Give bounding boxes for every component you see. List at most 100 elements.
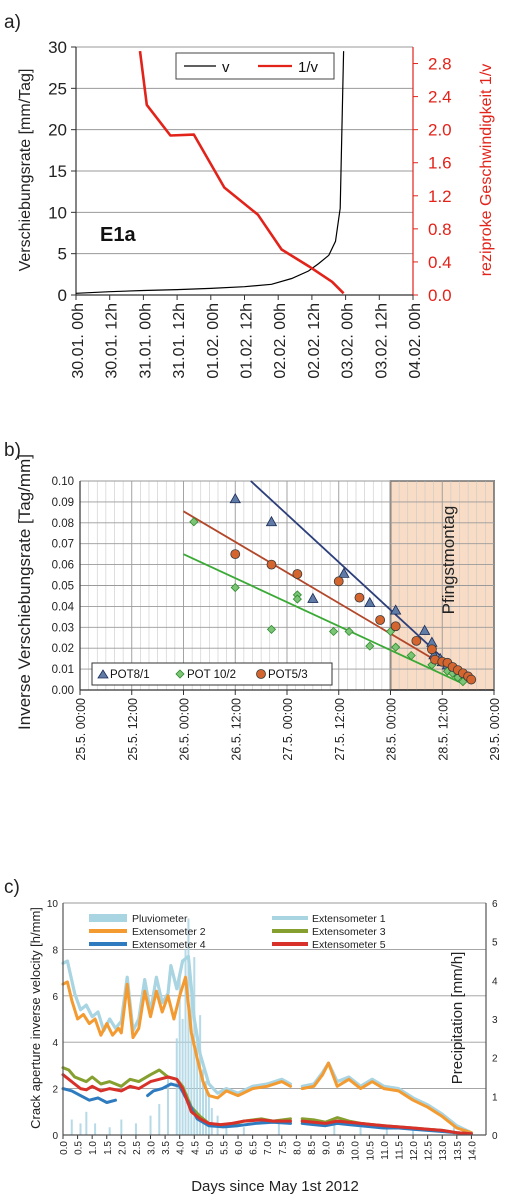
tick-label-x: 13.5 [453, 1141, 464, 1161]
panel-b-legend: POT8/1 POT 10/2 POT5/3 [91, 662, 333, 686]
tick-label-y2: 2.8 [428, 55, 452, 74]
data-point-diamond [344, 626, 354, 637]
data-point-circle [466, 674, 477, 685]
precip-bar [187, 918, 190, 1135]
data-point-diamond [292, 594, 302, 604]
tick-label-x: 7.5 [278, 1141, 289, 1155]
tick-label-x: 10.5 [365, 1141, 376, 1161]
tick-label-y2: 2.4 [428, 88, 452, 107]
tick-label-y: 6 [52, 992, 58, 1003]
precip-bar [167, 1077, 170, 1135]
legend-marker-diamond [175, 669, 185, 679]
tick-label-y: 20 [48, 121, 67, 140]
tick-label-y: 0 [58, 286, 67, 305]
tick-label-x: 13.0 [438, 1141, 449, 1161]
legend-label-pot8: POT8/1 [110, 669, 150, 681]
tick-label-y2: 0.0 [428, 286, 452, 305]
tick-label-x: 26.5. 00:00 [178, 698, 192, 761]
legend-label-ext3: Extensometer 3 [312, 926, 386, 938]
precip-bar [202, 1069, 205, 1135]
precip-bar [108, 1127, 111, 1135]
series-line-extensometer-1 [61, 954, 293, 1095]
precip-bar [85, 1111, 88, 1135]
tick-label-x: 0.5 [74, 1141, 85, 1155]
tick-label-x: 12.0 [409, 1141, 420, 1161]
precip-bar [181, 1019, 184, 1135]
tick-label-y: 2 [52, 1085, 58, 1096]
panel-b: 0.00 0.01 0.02 0.03 0.04 0.05 0.06 0.07 0.08 0.09… [4, 440, 502, 761]
tick-label-x: 11.0 [380, 1141, 391, 1160]
panel-c-xlabel: Days since May 1st 2012 [191, 1178, 359, 1195]
panel-c-label: c) [4, 877, 20, 898]
series-line-extensometer-5 [300, 1119, 473, 1136]
precip-bar [134, 1123, 137, 1135]
series-line-inv-v [138, 50, 345, 295]
panel-c-y2label: Precipitation [mm/h] [449, 952, 466, 1085]
tick-label-x: 3.5 [161, 1141, 172, 1155]
tick-label-y2: 1.6 [428, 154, 452, 173]
data-point-circle [411, 635, 422, 646]
tick-label-y: 0.10 [52, 476, 74, 488]
legend-swatch-pluviometer [89, 914, 127, 922]
tick-label-x: 6.5 [249, 1141, 260, 1155]
tick-label-y: 0.02 [52, 643, 74, 655]
precip-bar [178, 972, 181, 1135]
panel-b-annotation: Pfingstmontag [439, 506, 458, 615]
trend-line-1 [183, 553, 464, 685]
tick-label-y2: 3 [492, 1015, 498, 1026]
tick-label-x: 10.0 [351, 1141, 362, 1161]
precip-bar [70, 1119, 73, 1135]
tick-label-y: 30 [48, 38, 67, 57]
series-line-extensometer-2 [300, 1061, 473, 1135]
data-point-diamond [266, 624, 277, 634]
tick-label-x: 14.0 [467, 1141, 478, 1161]
precip-bar [333, 1123, 336, 1135]
tick-label-y2: 2 [492, 1054, 498, 1065]
trend-line-2 [183, 510, 469, 681]
data-point-diamond [189, 517, 199, 527]
tick-label-x: 2.0 [117, 1141, 128, 1155]
tick-label-x: 30.01. 12h [104, 303, 121, 379]
data-point-triangle [389, 604, 402, 615]
tick-label-y2: 5 [492, 938, 498, 949]
tick-label-x: 9.5 [336, 1141, 347, 1155]
legend-marker-circle [256, 669, 266, 679]
tick-label-x: 1.5 [103, 1141, 114, 1155]
tick-label-y: 5 [58, 245, 67, 264]
tick-label-x: 28.5. 12:00 [436, 698, 450, 761]
tick-label-x: 03.02. 00h [340, 303, 357, 379]
tick-label-y2: 1.2 [428, 187, 452, 206]
panel-a-label: a) [4, 12, 21, 33]
legend-label-ext4: Extensometer 4 [132, 939, 206, 951]
tick-label-y: 0.03 [52, 622, 74, 634]
panel-c-legend: Pluviometer Extensometer 1 Extensometer … [89, 913, 386, 951]
legend-label-ext5: Extensometer 5 [312, 939, 386, 951]
tick-label-x: 31.01. 00h [137, 303, 154, 379]
precip-bar [412, 1127, 415, 1135]
precip-bar [385, 1127, 388, 1135]
tick-label-y: 0.06 [52, 560, 74, 572]
series-line-extensometer-2 [61, 975, 292, 1100]
tick-label-y2: 1 [492, 1092, 498, 1103]
precip-bar [204, 1080, 207, 1135]
tick-label-x: 29.5. 00:00 [488, 698, 502, 761]
tick-label-y: 0.09 [52, 497, 74, 509]
tick-label-y: 0.01 [52, 664, 74, 676]
data-point-circle [390, 621, 401, 632]
tick-label-x: 27.5. 00:00 [281, 698, 295, 761]
legend-label-ext2: Extensometer 2 [132, 926, 206, 938]
precip-bar [120, 1119, 123, 1135]
tick-label-x: 25.5. 00:00 [74, 698, 88, 761]
data-point-diamond [365, 641, 375, 651]
panel-c-ylabel: Crack aperture inverse velocity [h/mm] [28, 907, 43, 1129]
precip-bar [196, 1034, 199, 1135]
panel-a-annotation: E1a [100, 224, 136, 246]
data-point-triangle [307, 592, 319, 603]
tick-label-x: 26.5. 12:00 [229, 698, 243, 761]
data-point-triangle [364, 596, 376, 608]
precip-bar [158, 1104, 161, 1135]
data-point-diamond [406, 650, 416, 661]
legend-label-pot10: POT 10/2 [187, 669, 236, 681]
panel-a: 0 5 10 15 20 25 30 0.0 0.4 0.8 1.2 1.6 2.0 2.4 2.8 30.0… [4, 12, 495, 379]
tick-label-x: 03.02. 12h [373, 303, 390, 379]
